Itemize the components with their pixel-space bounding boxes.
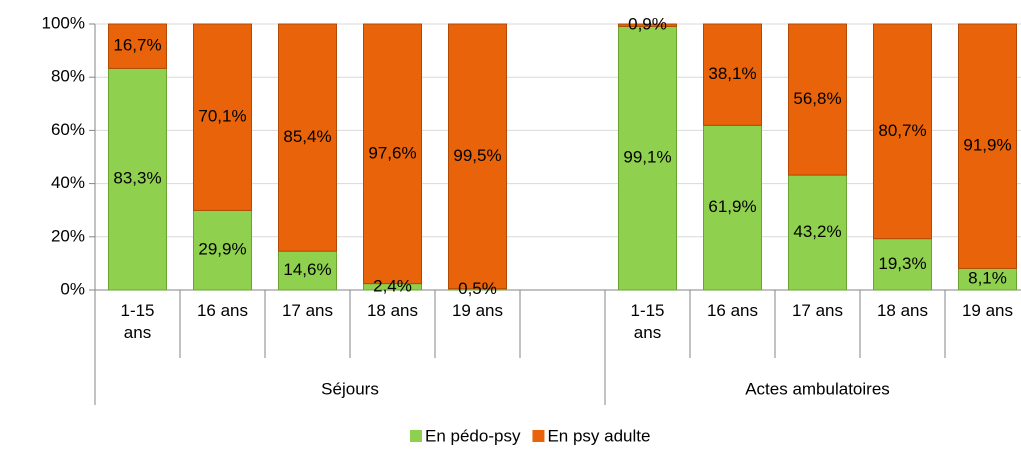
data-label: 70,1% [198,107,246,126]
bar-segment [278,23,337,252]
x-tick-label: 16 ans [706,301,759,320]
bar-segment [618,25,677,291]
data-label: 8,1% [968,269,1007,288]
data-label: 0,5% [458,279,497,298]
data-label: 91,9% [963,136,1011,155]
data-label: 29,9% [198,240,246,259]
bar-segment [108,67,167,291]
bar-segment [363,23,422,285]
data-label: 80,7% [878,121,926,140]
data-label: 99,5% [453,146,501,165]
data-label: 85,4% [283,127,331,146]
bar-segment [193,23,252,211]
x-tick-label: 17 ans [791,301,844,320]
bar-segment [788,174,847,291]
data-label: 0,9% [628,15,667,34]
data-label: 99,1% [623,148,671,167]
legend-label: En psy adulte [547,426,650,445]
bar-segment [108,23,167,69]
data-label: 61,9% [708,197,756,216]
y-tick-label: 80% [51,67,85,86]
x-tick-label: 18 ans [366,301,419,320]
bar-segment [788,23,847,176]
bar-segment [278,250,337,291]
group-label: Séjours [321,379,379,398]
bar-segment [958,23,1017,269]
bar-segment [703,23,762,126]
x-tick-label: 1-15 ans [120,301,155,342]
y-tick-label: 40% [51,173,85,192]
x-tick-label: 19 ans [451,301,504,320]
bar-segment [873,23,932,240]
x-tick-label: 19 ans [961,301,1014,320]
y-tick-label: 20% [51,226,85,245]
legend-swatch [532,430,545,442]
x-tick-label: 1-15 ans [630,301,665,342]
data-label: 83,3% [113,169,161,188]
x-tick-label: 18 ans [876,301,929,320]
data-label: 38,1% [708,64,756,83]
group-label: Actes ambulatoires [745,379,890,398]
data-label: 97,6% [368,143,416,162]
data-label: 16,7% [113,36,161,55]
data-label: 14,6% [283,260,331,279]
bar-segment [618,23,677,27]
legend-swatch [410,430,422,442]
data-label: 19,3% [878,254,926,273]
data-label: 43,2% [793,222,841,241]
x-tick-label: 16 ans [196,301,249,320]
legend-label: En pédo-psy [425,426,521,445]
bar-segment [193,209,252,291]
data-label: 2,4% [373,276,412,295]
y-tick-label: 100% [42,13,85,32]
x-tick-label: 17 ans [281,301,334,320]
bar-segment [873,238,932,291]
y-tick-label: 0% [60,279,85,298]
data-label: 56,8% [793,89,841,108]
y-tick-label: 60% [51,120,85,139]
bar-segment [448,23,507,290]
bar-segment [703,124,762,291]
